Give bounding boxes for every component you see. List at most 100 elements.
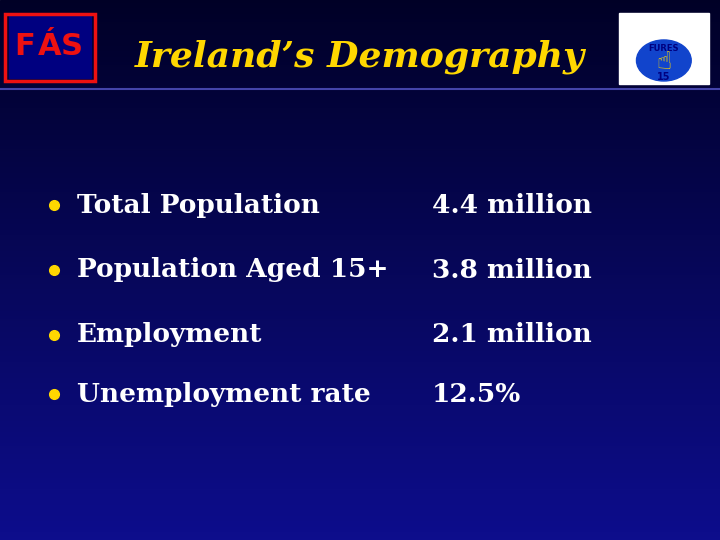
Text: 4.4 million: 4.4 million <box>432 193 592 218</box>
Bar <box>0 354 720 356</box>
Bar <box>0 170 720 173</box>
Bar <box>0 49 720 51</box>
Bar <box>0 364 720 367</box>
Bar <box>0 443 720 445</box>
Bar <box>0 413 720 416</box>
Bar <box>0 130 720 132</box>
Bar <box>0 65 720 68</box>
Bar <box>0 30 720 32</box>
Text: 12.5%: 12.5% <box>432 382 521 407</box>
Bar <box>0 346 720 348</box>
Bar <box>0 11 720 14</box>
Bar <box>0 281 720 284</box>
Bar <box>0 300 720 302</box>
Bar <box>0 97 720 100</box>
Bar <box>0 270 720 273</box>
Bar <box>0 184 720 186</box>
Bar <box>0 481 720 483</box>
Bar <box>0 176 720 178</box>
Bar <box>0 427 720 429</box>
Bar <box>0 278 720 281</box>
Bar <box>0 143 720 146</box>
Bar <box>0 235 720 238</box>
Bar <box>0 265 720 267</box>
Text: F: F <box>14 32 35 62</box>
Bar <box>0 462 720 464</box>
Bar <box>0 319 720 321</box>
Bar <box>0 119 720 122</box>
Bar <box>0 254 720 256</box>
Bar <box>0 0 720 3</box>
Bar <box>0 284 720 286</box>
Bar <box>0 246 720 248</box>
Bar <box>0 502 720 505</box>
Bar <box>0 535 720 537</box>
Bar <box>0 213 720 216</box>
Bar <box>0 92 720 94</box>
Bar <box>0 302 720 305</box>
Bar <box>0 292 720 294</box>
Bar <box>0 448 720 451</box>
Bar <box>0 486 720 489</box>
Bar <box>0 513 720 516</box>
Bar <box>0 405 720 408</box>
Bar <box>0 402 720 405</box>
Bar <box>0 227 720 229</box>
Bar <box>0 19 720 22</box>
Bar <box>0 230 720 232</box>
Bar <box>0 70 720 73</box>
Bar <box>0 59 720 62</box>
Bar <box>0 243 720 246</box>
Bar <box>0 148 720 151</box>
Text: ☝: ☝ <box>656 50 672 74</box>
Bar <box>0 89 720 92</box>
Text: Population Aged 15+: Population Aged 15+ <box>77 258 389 282</box>
Text: Ireland’s Demography: Ireland’s Demography <box>135 39 585 74</box>
Bar <box>0 200 720 202</box>
Bar <box>0 456 720 459</box>
Bar <box>0 240 720 243</box>
Bar <box>0 370 720 373</box>
Bar <box>0 467 720 470</box>
Bar <box>0 211 720 213</box>
Bar <box>0 251 720 254</box>
Bar <box>619 14 709 84</box>
Bar <box>0 165 720 167</box>
Bar <box>0 94 720 97</box>
Bar <box>0 429 720 432</box>
Bar <box>0 378 720 381</box>
Bar <box>0 375 720 378</box>
Bar <box>0 494 720 497</box>
Bar <box>0 16 720 19</box>
Bar <box>0 329 720 332</box>
Text: Unemployment rate: Unemployment rate <box>77 382 371 407</box>
Bar <box>0 394 720 397</box>
Bar <box>0 324 720 327</box>
Bar <box>0 46 720 49</box>
Bar <box>0 508 720 510</box>
Text: Employment: Employment <box>77 322 263 347</box>
Bar <box>0 22 720 24</box>
Bar <box>0 308 720 310</box>
Bar <box>0 111 720 113</box>
Bar <box>0 500 720 502</box>
Bar <box>0 32 720 35</box>
Bar <box>0 327 720 329</box>
Bar <box>0 248 720 251</box>
Bar <box>0 537 720 540</box>
Bar <box>0 510 720 513</box>
Bar <box>0 316 720 319</box>
Bar <box>0 173 720 176</box>
Bar <box>0 76 720 78</box>
Bar <box>0 140 720 143</box>
Text: Á: Á <box>37 32 61 62</box>
Bar <box>0 386 720 389</box>
Bar <box>0 356 720 359</box>
Text: 15: 15 <box>657 72 670 82</box>
Bar <box>0 262 720 265</box>
Bar <box>0 454 720 456</box>
Bar <box>0 392 720 394</box>
Bar <box>0 373 720 375</box>
Bar <box>0 359 720 362</box>
Bar <box>0 24 720 27</box>
